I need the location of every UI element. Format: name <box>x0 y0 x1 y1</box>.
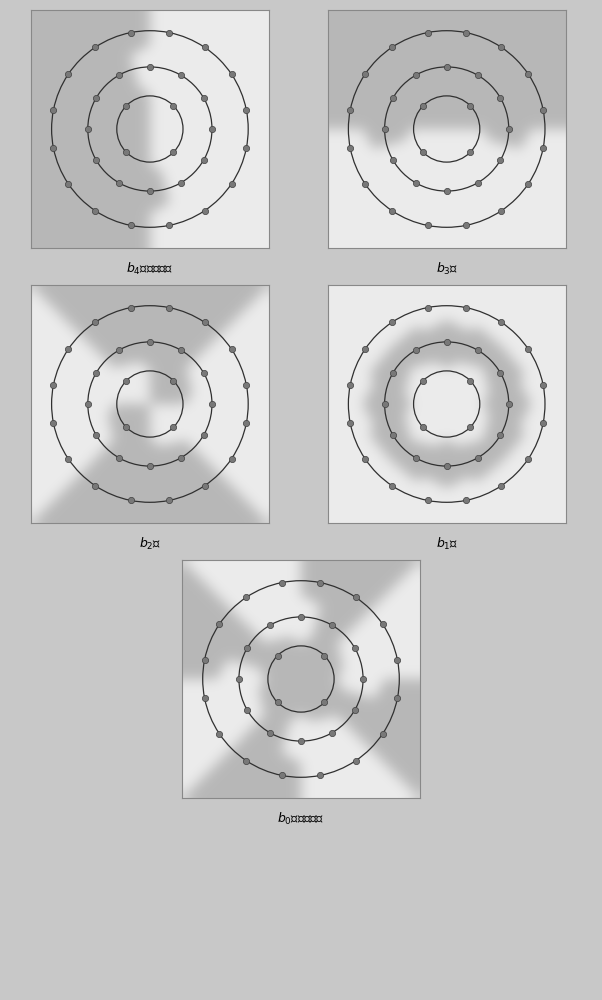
Text: $b_2$位: $b_2$位 <box>138 536 161 552</box>
Text: $b_4$位，最高位: $b_4$位，最高位 <box>126 261 173 277</box>
Text: $b_0$位，最低位: $b_0$位，最低位 <box>278 811 324 827</box>
Text: $b_1$位: $b_1$位 <box>435 536 458 552</box>
Text: $b_3$位: $b_3$位 <box>435 261 458 277</box>
